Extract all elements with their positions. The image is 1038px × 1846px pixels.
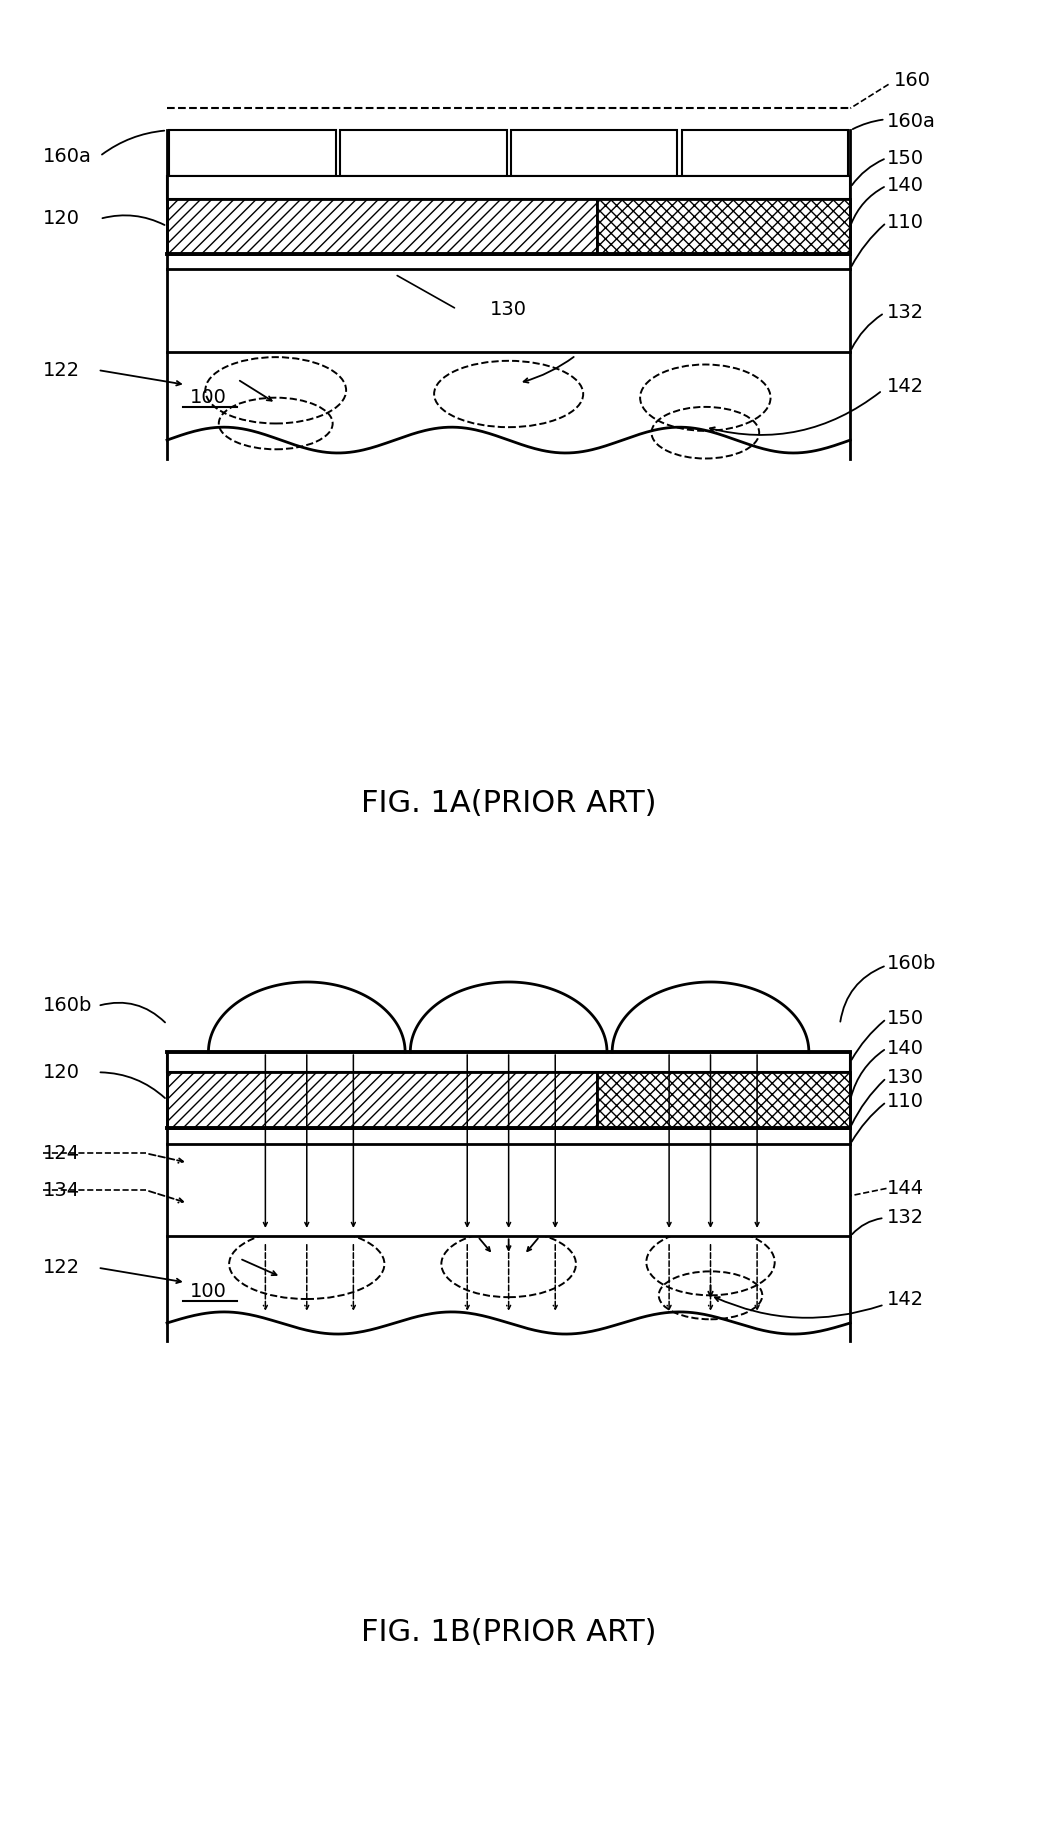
Bar xyxy=(598,199,850,255)
Text: 110: 110 xyxy=(886,1093,924,1111)
Text: 130: 130 xyxy=(886,1069,924,1087)
Bar xyxy=(598,1073,850,1128)
Bar xyxy=(167,1073,598,1128)
Bar xyxy=(167,199,598,255)
Text: 160b: 160b xyxy=(886,954,936,973)
Text: 122: 122 xyxy=(43,360,80,380)
Bar xyxy=(682,131,848,177)
Text: 150: 150 xyxy=(886,148,924,168)
Text: 142: 142 xyxy=(886,377,924,397)
Text: 100: 100 xyxy=(190,388,227,408)
Text: 142: 142 xyxy=(886,1290,924,1309)
Text: FIG. 1B(PRIOR ART): FIG. 1B(PRIOR ART) xyxy=(361,1619,656,1647)
Bar xyxy=(511,131,678,177)
Text: 160: 160 xyxy=(894,72,931,90)
Text: 140: 140 xyxy=(886,1039,924,1058)
Bar xyxy=(167,1052,850,1073)
Bar xyxy=(167,270,850,351)
Text: 122: 122 xyxy=(43,1259,80,1277)
Text: 150: 150 xyxy=(886,1010,924,1028)
Text: 132: 132 xyxy=(886,303,924,323)
Bar xyxy=(339,131,507,177)
Text: 160b: 160b xyxy=(43,997,92,1015)
Text: 120: 120 xyxy=(43,209,80,229)
Text: 120: 120 xyxy=(43,1063,80,1082)
Text: 140: 140 xyxy=(886,175,924,196)
Bar xyxy=(167,1145,850,1237)
Text: 110: 110 xyxy=(886,212,924,233)
Bar xyxy=(169,131,335,177)
Text: 160a: 160a xyxy=(886,113,935,131)
Text: 134: 134 xyxy=(43,1181,80,1200)
Text: FIG. 1A(PRIOR ART): FIG. 1A(PRIOR ART) xyxy=(361,788,656,818)
Text: 160a: 160a xyxy=(43,146,91,166)
Text: 144: 144 xyxy=(886,1180,924,1198)
Text: 124: 124 xyxy=(43,1145,80,1163)
Text: 132: 132 xyxy=(886,1209,924,1228)
Text: 130: 130 xyxy=(490,299,527,319)
Bar xyxy=(167,177,850,199)
Text: 100: 100 xyxy=(190,1283,227,1301)
